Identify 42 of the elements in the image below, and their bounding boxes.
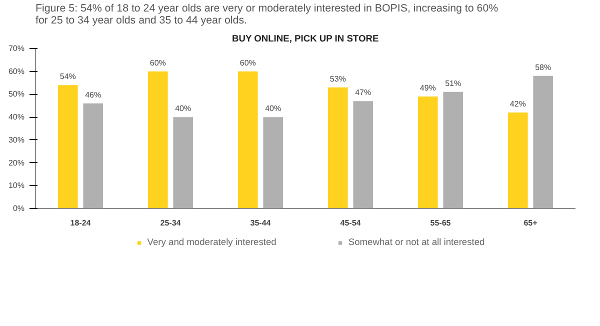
bar [238,71,258,208]
data-label: 51% [445,78,462,88]
data-label: 47% [355,88,372,98]
data-label: 54% [60,72,76,82]
chart-title: Figure 5: 54% of 18 to 24 year olds are very or moderately interested in BOPIS, increasing to 60% for 25 to 34 year olds and 35 to 44 year olds. [36,2,499,26]
data-label: 53% [330,74,346,84]
x-tick-label: 18-24 [70,218,92,228]
data-label: 40% [175,104,192,114]
bar [443,92,463,208]
legend-label: Very and moderately interested [147,237,276,247]
legend-label: Somewhat or not at all interested [348,237,485,247]
y-tick-label: 10% [8,181,25,190]
chart-subtitle: BUY ONLINE, PICK UP IN STORE [232,34,379,44]
bar [173,117,193,208]
bar [328,87,348,208]
data-label: 60% [240,58,256,68]
bar [353,101,373,208]
bar [83,103,103,208]
data-label: 42% [510,100,526,108]
bar [263,117,283,208]
x-tick-label: 65+ [524,218,538,228]
y-tick-label: 30% [8,135,25,144]
y-tick-label: 20% [8,158,25,168]
y-tick-label: 70% [8,44,25,53]
x-tick-label: 25-34 [160,218,182,228]
x-tick-label: 45-54 [340,218,362,228]
bar [533,76,553,208]
y-tick-label: 40% [8,112,25,122]
data-label: 46% [85,90,102,100]
x-tick-label: 55-65 [430,218,452,228]
data-label: 40% [265,104,282,114]
bar [418,96,438,208]
x-tick-label: 35-44 [250,218,272,228]
data-label: 58% [535,62,552,72]
y-tick-label: 60% [8,66,25,76]
bar [58,85,78,208]
bar [508,112,528,208]
bar [148,71,168,208]
y-tick-label: 0% [12,204,24,213]
data-label: 60% [150,58,166,68]
data-label: 49% [420,84,436,92]
y-tick-label: 50% [8,90,25,99]
